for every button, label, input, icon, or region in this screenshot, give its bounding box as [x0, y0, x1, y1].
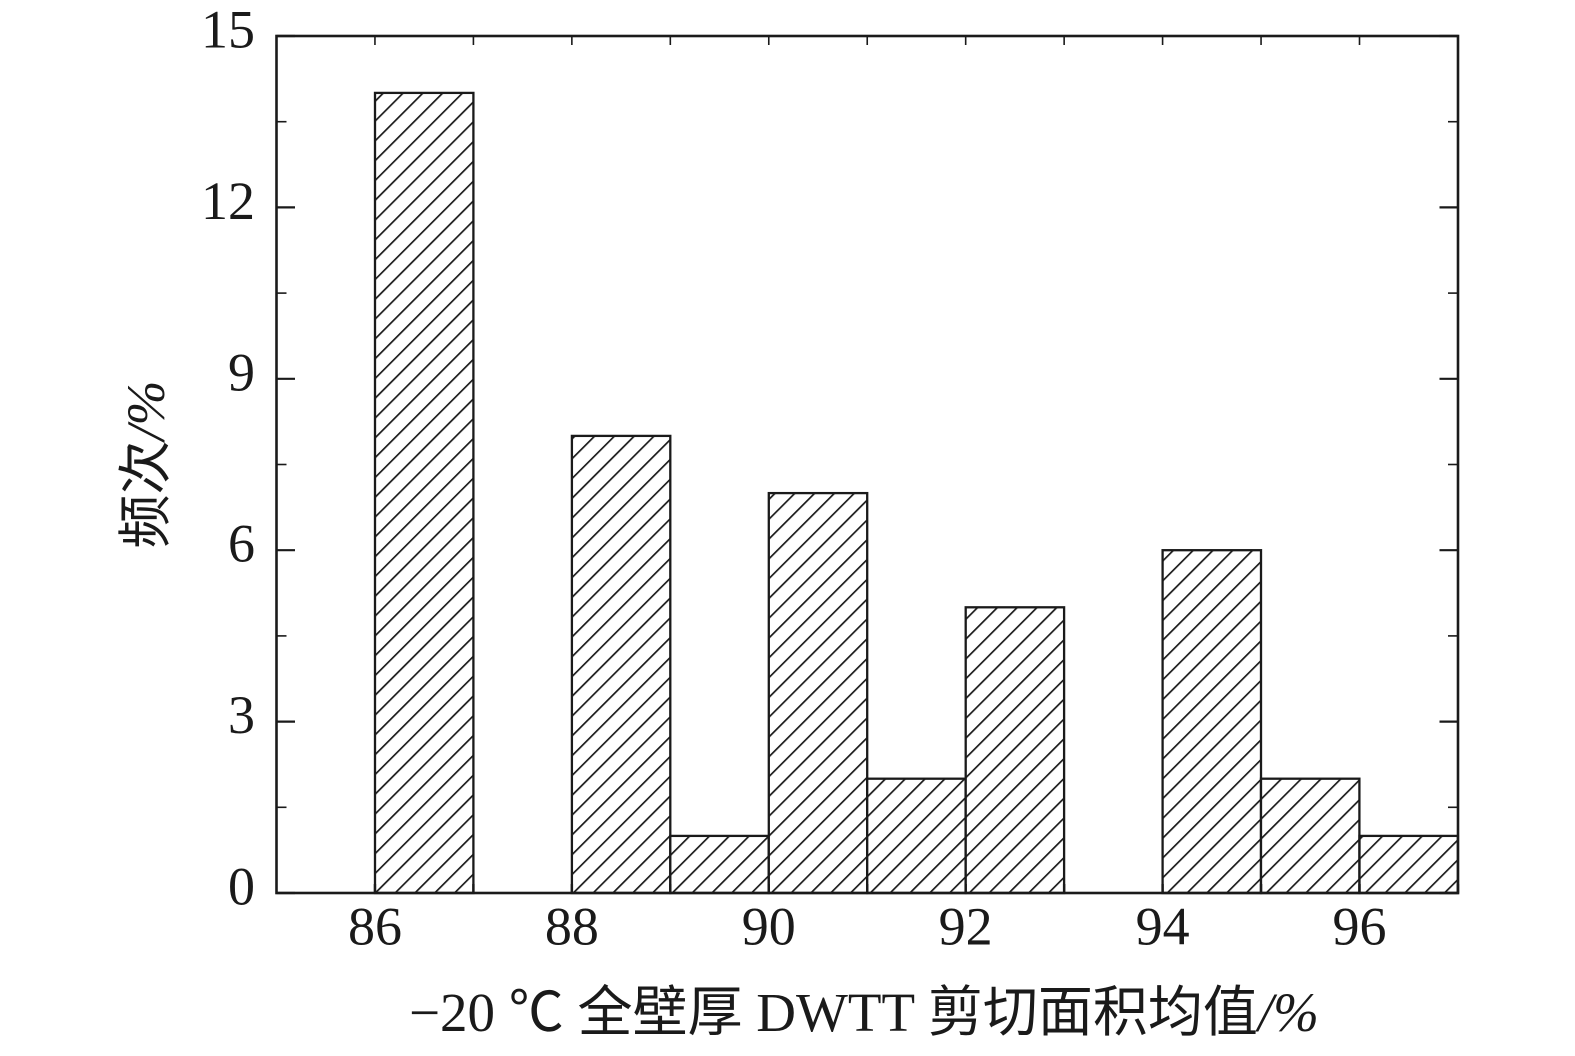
svg-text:92: 92 — [939, 897, 993, 957]
svg-text:86: 86 — [348, 897, 402, 957]
svg-text:3: 3 — [228, 685, 255, 745]
svg-text:90: 90 — [742, 897, 796, 957]
svg-text:−20 ℃ 全壁厚 DWTT 剪切面积均值/%: −20 ℃ 全壁厚 DWTT 剪切面积均值/% — [409, 982, 1319, 1043]
svg-text:0: 0 — [228, 857, 255, 917]
svg-text:96: 96 — [1333, 897, 1387, 957]
svg-text:12: 12 — [201, 171, 255, 231]
svg-text:6: 6 — [228, 514, 255, 574]
svg-text:94: 94 — [1136, 897, 1190, 957]
svg-text:9: 9 — [228, 342, 255, 402]
svg-text:88: 88 — [545, 897, 599, 957]
svg-text:频次/%: 频次/% — [116, 381, 176, 549]
svg-text:15: 15 — [201, 0, 255, 60]
